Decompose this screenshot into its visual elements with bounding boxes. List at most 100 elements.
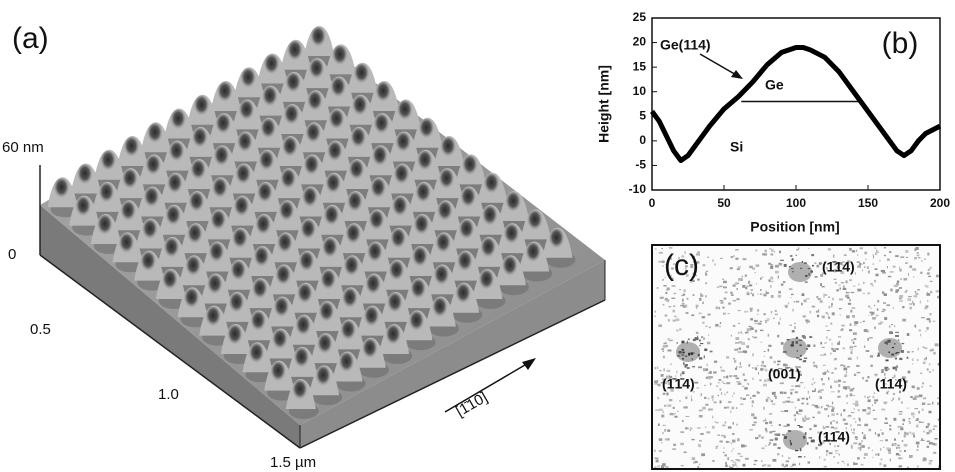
speckle-dot [890,289,892,292]
speckle-dot [755,323,758,324]
speckle-dot [654,450,656,452]
speckle-dot [876,250,877,253]
speckle-dot [692,366,695,367]
speckle-dot [706,431,710,433]
speckle-dot [663,285,666,286]
island-top [367,242,383,264]
speckle-dot [857,357,858,360]
island-top [215,114,231,136]
speckle-dot [760,278,762,280]
speckle-dot [712,259,713,262]
speckle-dot [687,367,690,368]
speckle-dot [913,398,917,400]
speckle-dot [742,285,745,288]
island-top [230,261,246,283]
speckle-dot [665,315,667,317]
speckle-dot [847,416,851,417]
speckle-dot [700,410,703,411]
speckle-dot [843,409,845,412]
speckle-dot [872,449,873,451]
speckle-dot [902,423,904,425]
speckle-dot [861,464,863,466]
speckle-dot [720,258,723,259]
speckle-dot [790,325,792,326]
speckle-dot [696,387,699,388]
speckle-dot [684,365,686,368]
speckle-dot [886,447,889,450]
speckle-dot [795,255,797,256]
speckle-dot [809,437,813,438]
island-top [390,229,406,251]
speckle-dot [663,345,667,348]
spot-label: (11̄4) [818,429,850,445]
speckle-dot [736,366,737,367]
speckle-dot [834,359,835,361]
speckle-dot [816,296,818,298]
speckle-dot [821,378,823,380]
speckle-dot [804,299,807,302]
speckle-dot [655,248,656,249]
speckle-dot [781,284,784,286]
speckle-dot [824,466,827,467]
speckle-dot [719,307,720,309]
speckle-dot [899,358,902,360]
speckle-dot [727,457,729,460]
speckle-dot [844,254,847,255]
speckle-dot [867,266,869,269]
speckle-dot [829,339,831,341]
speckle-dot [704,385,706,386]
speckle-dot [763,407,765,410]
speckle-dot [898,457,901,459]
speckle-dot [853,429,854,431]
island-top [345,224,361,246]
speckle-dot [848,358,852,360]
speckle-dot [726,356,729,358]
speckle-dot [851,351,853,354]
speckle-dot [851,429,852,431]
speckle-dot [655,410,659,411]
speckle-dot [865,259,867,260]
y-tick-label: 15 [633,59,647,73]
speckle-dot [736,381,737,382]
speckle-dot [700,295,703,297]
island-top [147,123,163,145]
speckle-dot [743,373,745,376]
speckle-dot [838,384,840,387]
speckle-dot [926,285,929,287]
speckle-dot [680,431,684,433]
speckle-dot [770,439,774,441]
island-top [434,265,450,287]
speckle-dot [900,279,902,280]
speckle-dot [870,355,873,357]
speckle-dot [790,255,792,257]
speckle-dot [879,260,880,262]
island-top [329,110,345,132]
speckle-dot [812,404,815,405]
speckle-dot [767,397,769,399]
speckle-dot [705,427,706,428]
speckle-dot [930,349,934,351]
island-top [419,119,435,141]
annotation: Ge(114) [660,37,711,53]
speckle-dot [724,394,725,396]
island-top [347,192,363,214]
speckle-dot [656,287,659,288]
speckle-dot [675,318,679,321]
speckle-dot [794,414,796,416]
speckle-dot [685,428,687,430]
speckle-dot [725,421,727,423]
island-top [349,160,365,182]
speckle-dot [893,266,896,268]
speckle-dot [709,410,710,411]
speckle-dot [828,317,830,319]
speckle-dot [822,347,825,348]
speckle-dot [866,413,869,415]
speckle-dot [768,279,770,281]
speckle-dot [879,463,881,466]
speckle-dot [782,464,784,467]
speckle-dot [763,313,765,315]
speckle-dot [662,350,663,352]
island-top [144,187,160,209]
speckle-dot [775,438,778,441]
speckle-dot [830,353,831,355]
